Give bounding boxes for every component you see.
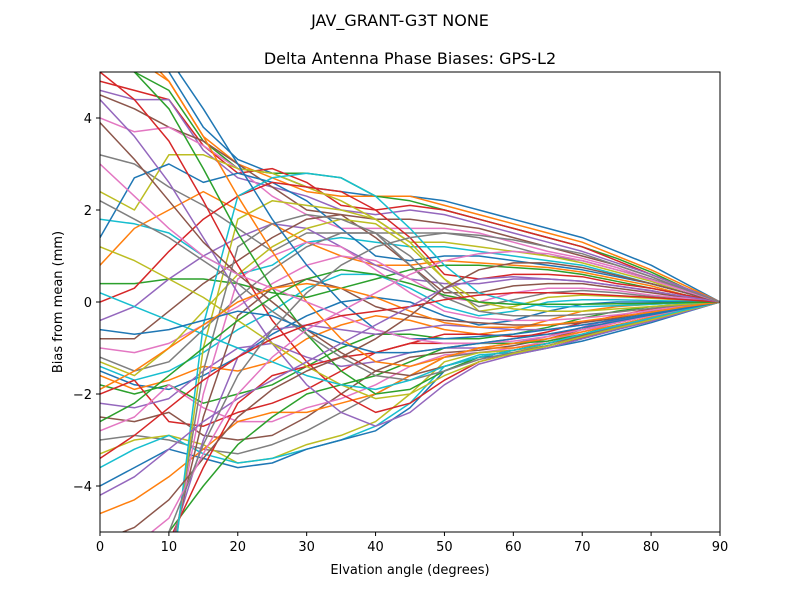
series-lines — [100, 72, 720, 532]
x-tick-label: 60 — [505, 540, 522, 555]
x-axis-ticks: 0 10 20 30 40 50 60 70 80 90 — [96, 532, 728, 555]
y-tick-label: 2 — [84, 204, 92, 219]
y-tick-label: 0 — [84, 296, 92, 311]
x-tick-label: 10 — [161, 540, 178, 555]
y-tick-label: −4 — [73, 480, 92, 495]
series-line-s56 — [120, 262, 720, 532]
y-tick-label: −2 — [73, 388, 92, 403]
series-line-s50 — [100, 292, 720, 391]
x-tick-label: 20 — [230, 540, 247, 555]
series-line-s37 — [175, 241, 720, 532]
x-axis-label: Elvation angle (degrees) — [330, 563, 489, 578]
x-tick-label: 80 — [643, 540, 660, 555]
series-line-s13 — [100, 264, 720, 303]
series-line-s42 — [159, 72, 720, 368]
series-line-s23 — [100, 301, 720, 404]
series-line-s58 — [167, 232, 720, 532]
series-line-s51 — [100, 301, 720, 354]
x-tick-label: 50 — [436, 540, 453, 555]
series-line-s11 — [100, 163, 720, 303]
series-line-s19 — [100, 218, 720, 377]
x-tick-label: 70 — [574, 540, 591, 555]
x-tick-label: 40 — [367, 540, 384, 555]
series-line-s38 — [175, 213, 720, 532]
series-line-s57 — [150, 250, 720, 532]
series-line-s47 — [100, 163, 720, 345]
x-tick-label: 30 — [298, 540, 315, 555]
figure-suptitle: JAV_GRANT-G3T NONE — [310, 11, 489, 31]
y-axis-ticks: −4 −2 0 2 4 — [73, 112, 100, 495]
series-line-s53 — [100, 269, 720, 423]
series-line-s52 — [100, 282, 720, 391]
axes-title: Delta Antenna Phase Biases: GPS-L2 — [264, 49, 556, 68]
x-tick-label: 90 — [712, 540, 729, 555]
y-axis-label: Bias from mean (mm) — [51, 231, 66, 373]
series-line-s05 — [100, 89, 720, 303]
series-line-s35 — [173, 301, 720, 532]
series-line-s49 — [100, 246, 720, 400]
series-line-s21 — [100, 296, 720, 391]
x-tick-label: 0 — [96, 540, 104, 555]
series-line-s45 — [100, 99, 720, 427]
series-line-s22 — [100, 301, 720, 391]
series-line-s55 — [100, 275, 720, 496]
y-tick-label: 4 — [84, 112, 92, 127]
